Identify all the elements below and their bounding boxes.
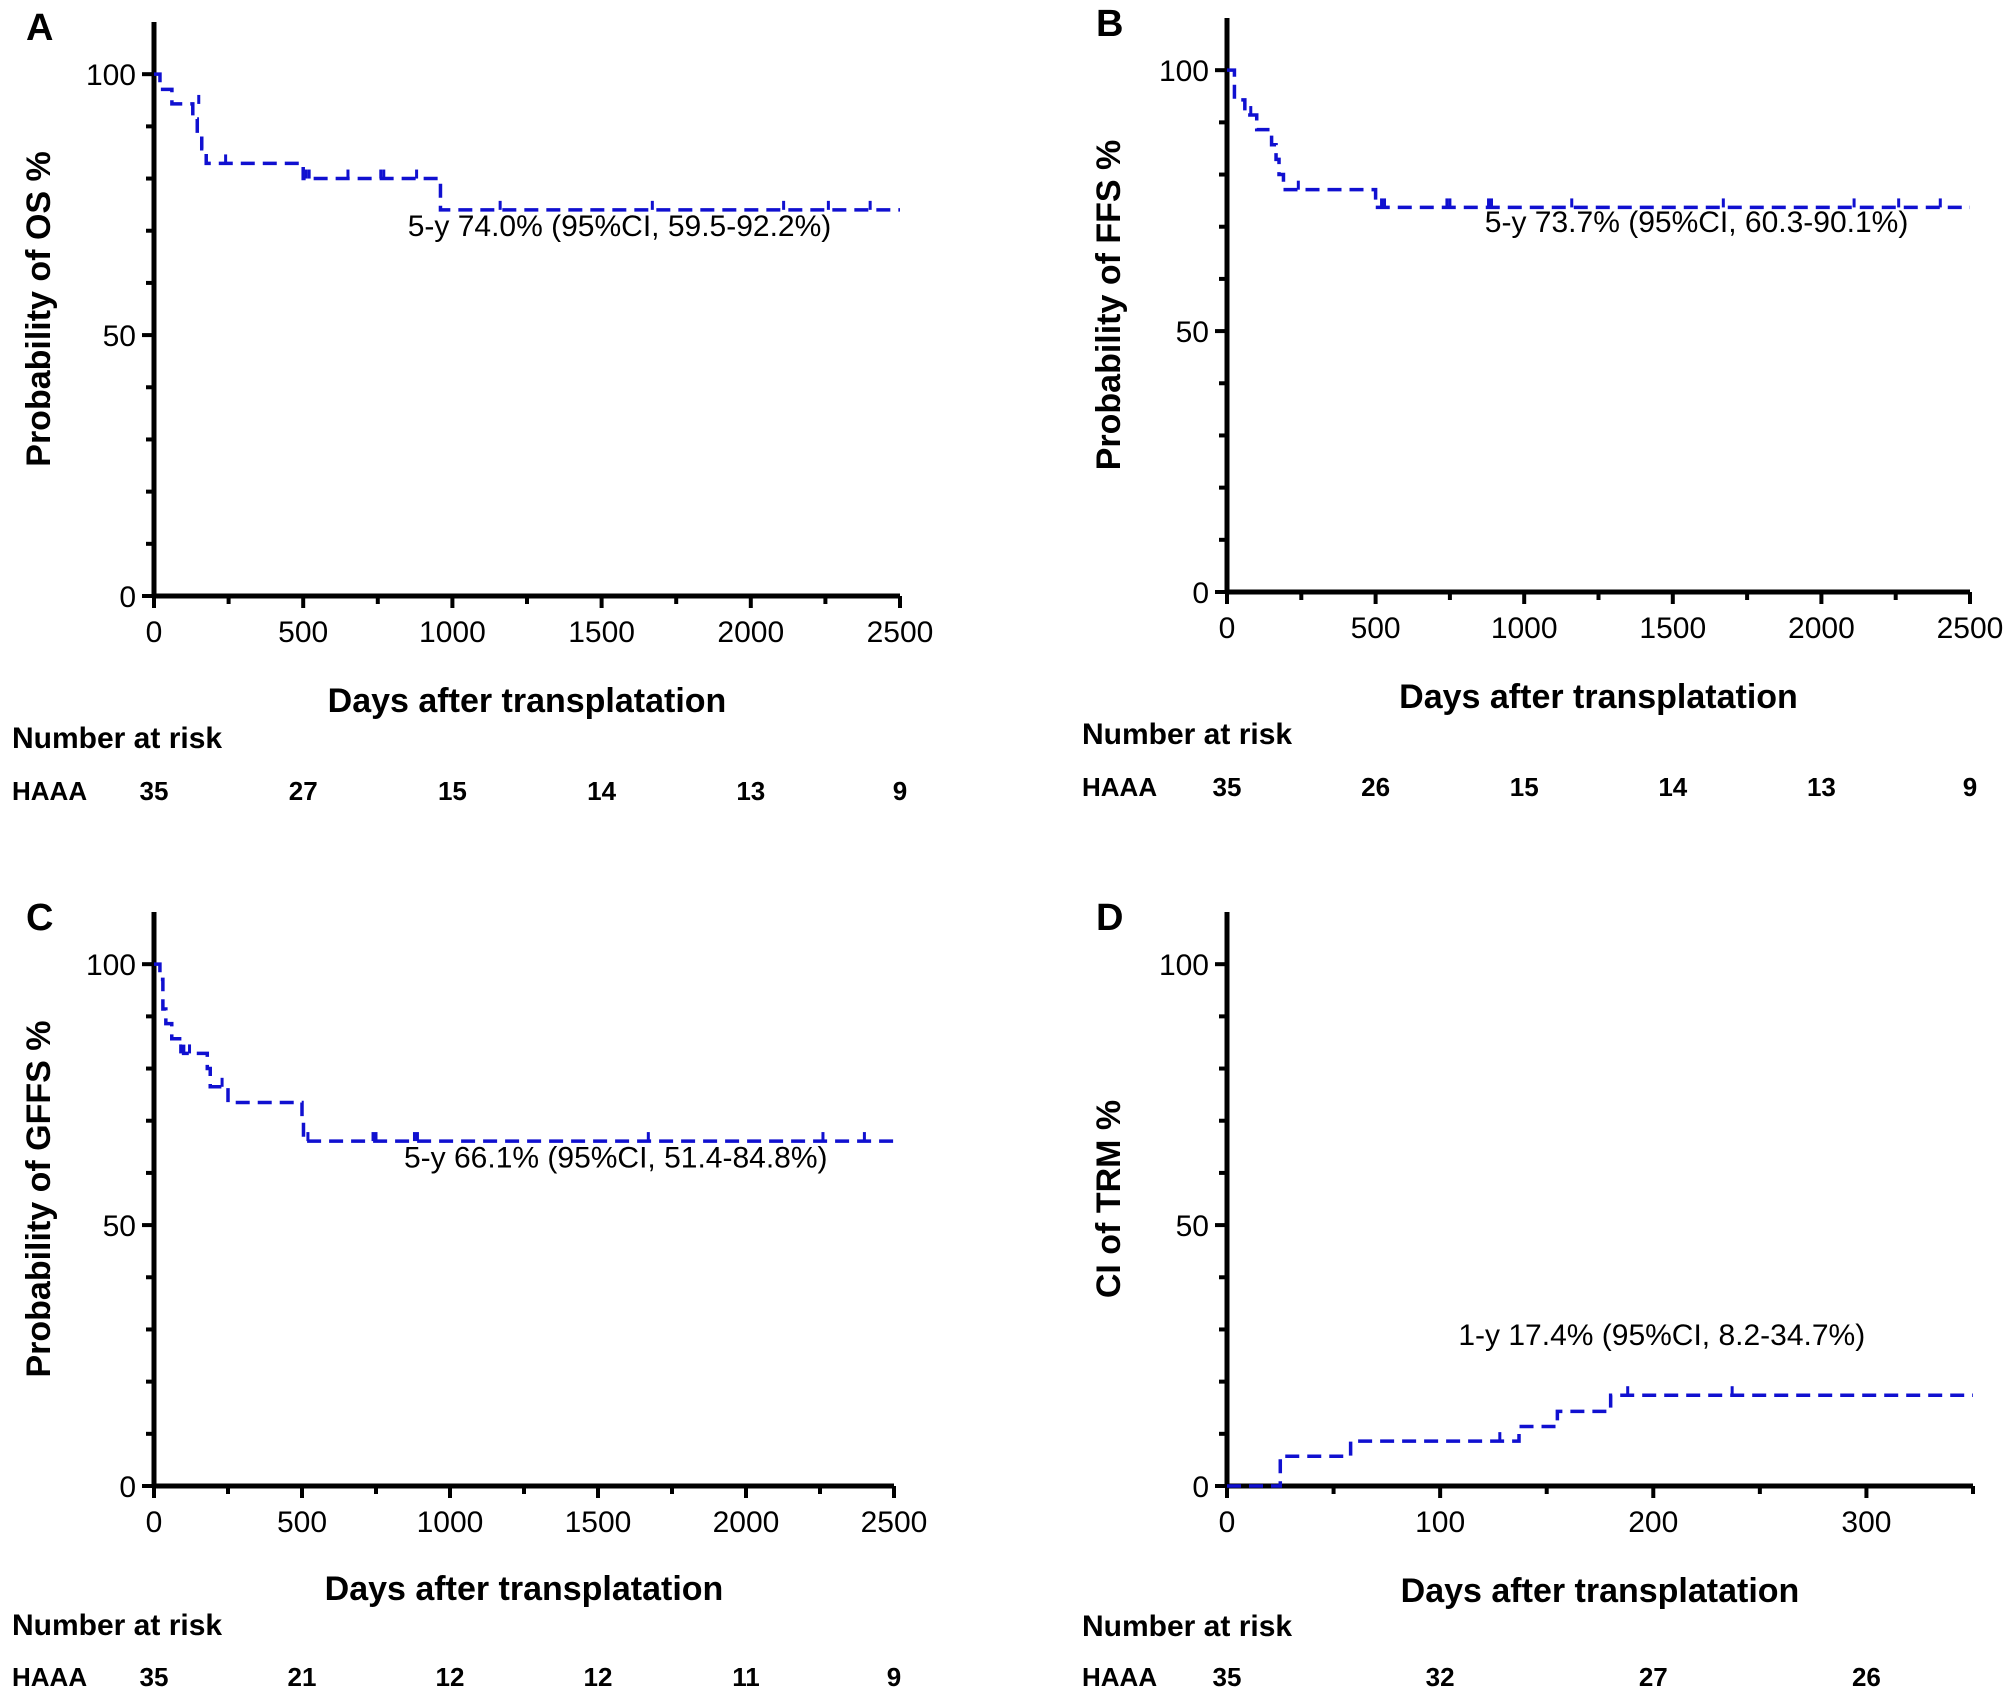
- x-tick-label: 1500: [1639, 612, 1706, 645]
- y-tick-label: 100: [86, 949, 136, 982]
- survival-estimate-annotation: 5-y 74.0% (95%CI, 59.5-92.2%): [408, 210, 832, 243]
- risk-table-value: 27: [289, 776, 318, 806]
- panel-d: D 0 50 100 0 100 200 300 CI of TRM % Days after t…: [1070, 880, 2007, 1695]
- risk-table-value: 32: [1426, 1662, 1455, 1692]
- panel-b: B 0 50 100 0 500 1000 1500 2000 2500 Probability o…: [1070, 0, 2007, 830]
- risk-table-value: 13: [736, 776, 765, 806]
- panel-c: C 0 50 100 0 500 1000 1500 2000 2500 Probability o…: [0, 880, 960, 1695]
- risk-table-value: 12: [436, 1662, 465, 1692]
- y-tick-label: 0: [1192, 1471, 1209, 1504]
- survival-curve-haaa: [154, 962, 894, 1143]
- y-axis-title: Probability of OS %: [20, 151, 58, 466]
- x-tick-label: 2500: [1937, 612, 2004, 645]
- x-tick-label: 1000: [419, 616, 486, 649]
- x-tick-label: 200: [1628, 1506, 1678, 1539]
- risk-table-value: 26: [1361, 772, 1390, 802]
- panel-label: C: [26, 897, 53, 939]
- y-tick-label: 0: [119, 581, 136, 614]
- y-axis-title: Probability of FFS %: [1090, 140, 1128, 471]
- y-tick-label: 100: [1159, 55, 1209, 88]
- risk-table-value: 9: [1963, 772, 1977, 802]
- risk-table-value: 9: [893, 776, 907, 806]
- risk-table-group: HAAA: [12, 776, 87, 806]
- y-tick-label: 100: [86, 59, 136, 92]
- x-tick-label: 0: [146, 616, 163, 649]
- survival-estimate-annotation: 5-y 66.1% (95%CI, 51.4-84.8%): [404, 1142, 828, 1175]
- survival-curve-haaa: [1227, 1393, 1973, 1488]
- x-tick-label: 0: [146, 1506, 163, 1539]
- risk-table-value: 12: [584, 1662, 613, 1692]
- risk-table-value: 14: [1658, 772, 1687, 802]
- risk-table-title: Number at risk: [12, 1609, 222, 1642]
- panel-label: D: [1096, 897, 1123, 939]
- x-tick-label: 1500: [568, 616, 635, 649]
- x-axis-title: Days after transplatation: [328, 682, 727, 720]
- x-tick-label: 500: [1351, 612, 1401, 645]
- panel-label: A: [26, 7, 53, 49]
- x-tick-label: 100: [1415, 1506, 1465, 1539]
- survival-curve-haaa: [154, 72, 900, 212]
- x-tick-label: 2000: [713, 1506, 780, 1539]
- survival-estimate-annotation: 5-y 73.7% (95%CI, 60.3-90.1%): [1485, 206, 1909, 239]
- risk-table-value: 35: [140, 1662, 169, 1692]
- panel-label: B: [1096, 3, 1123, 45]
- risk-table-group: HAAA: [12, 1662, 87, 1692]
- x-tick-label: 2000: [717, 616, 784, 649]
- x-tick-label: 2500: [861, 1506, 928, 1539]
- y-tick-label: 100: [1159, 949, 1209, 982]
- risk-table-value: 21: [288, 1662, 317, 1692]
- y-tick-label: 0: [119, 1471, 136, 1504]
- risk-table-value: 9: [887, 1662, 901, 1692]
- y-axis-title: CI of TRM %: [1090, 1100, 1128, 1298]
- risk-table-title: Number at risk: [1082, 1610, 1292, 1643]
- x-tick-label: 0: [1219, 1506, 1236, 1539]
- risk-table-value: 35: [1213, 1662, 1242, 1692]
- risk-table-value: 15: [1510, 772, 1539, 802]
- x-tick-label: 2000: [1788, 612, 1855, 645]
- y-tick-label: 50: [1176, 1210, 1209, 1243]
- y-tick-label: 50: [1176, 316, 1209, 349]
- panel-a: A 0 50 100 0 500 1000 1500 2000 2500 Probability o…: [0, 0, 960, 830]
- risk-table-value: 26: [1852, 1662, 1881, 1692]
- y-tick-label: 0: [1192, 577, 1209, 610]
- risk-table-value: 27: [1639, 1662, 1668, 1692]
- x-tick-label: 2500: [867, 616, 934, 649]
- x-tick-label: 500: [278, 616, 328, 649]
- risk-table-value: 11: [732, 1662, 760, 1692]
- y-axis-title: Probability of GFFS %: [20, 1020, 58, 1377]
- survival-curve-haaa: [1227, 68, 1970, 210]
- y-tick-label: 50: [103, 320, 136, 353]
- risk-table-value: 15: [438, 776, 467, 806]
- risk-table-value: 35: [140, 776, 169, 806]
- risk-table-title: Number at risk: [12, 722, 222, 755]
- x-tick-label: 1000: [1491, 612, 1558, 645]
- y-tick-label: 50: [103, 1210, 136, 1243]
- risk-table-group: HAAA: [1082, 1662, 1157, 1692]
- risk-table-group: HAAA: [1082, 772, 1157, 802]
- survival-estimate-annotation: 1-y 17.4% (95%CI, 8.2-34.7%): [1458, 1319, 1865, 1352]
- risk-table-title: Number at risk: [1082, 718, 1292, 751]
- risk-table-value: 13: [1807, 772, 1836, 802]
- x-tick-label: 300: [1841, 1506, 1891, 1539]
- risk-table-value: 35: [1213, 772, 1242, 802]
- x-tick-label: 0: [1219, 612, 1236, 645]
- risk-table-value: 14: [587, 776, 616, 806]
- x-axis-title: Days after transplatation: [1399, 678, 1798, 716]
- x-tick-label: 1500: [565, 1506, 632, 1539]
- x-tick-label: 1000: [417, 1506, 484, 1539]
- km-chart-d: D 0 50 100 0 100 200 300 CI of TRM % Days after t…: [1082, 897, 1975, 1692]
- x-axis-title: Days after transplatation: [1401, 1572, 1800, 1610]
- x-axis-title: Days after transplatation: [325, 1570, 724, 1608]
- x-tick-label: 500: [277, 1506, 327, 1539]
